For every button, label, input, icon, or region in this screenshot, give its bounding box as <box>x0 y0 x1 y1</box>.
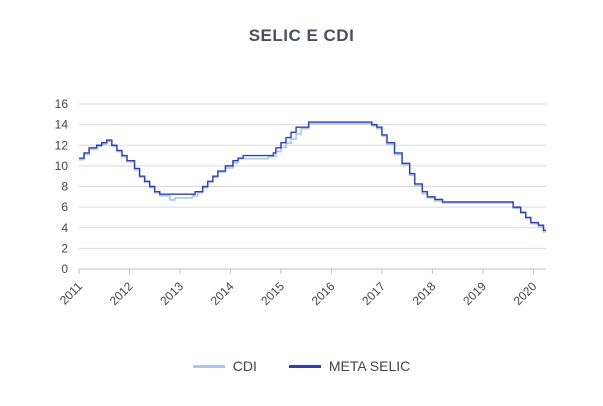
y-tick-label: 12 <box>55 138 69 152</box>
series-line-meta-selic <box>79 121 546 232</box>
x-tick-label: 2020 <box>511 279 540 308</box>
legend-item-cdi: CDI <box>192 358 257 374</box>
legend-swatch-meta-selic <box>288 364 321 368</box>
series-line-cdi <box>79 122 546 233</box>
legend-item-meta-selic: META SELIC <box>288 358 411 374</box>
x-tick-label: 2019 <box>460 279 489 308</box>
y-tick-label: 0 <box>61 262 68 276</box>
x-tick-label: 2013 <box>157 279 186 308</box>
y-tick-label: 6 <box>61 200 68 214</box>
chart-title: SELIC E CDI <box>248 26 355 45</box>
y-tick-label: 4 <box>61 221 68 235</box>
y-tick-label: 14 <box>55 118 69 132</box>
x-tick-label: 2016 <box>309 279 338 308</box>
y-tick-label: 16 <box>55 97 69 111</box>
legend-label-meta-selic: META SELIC <box>328 358 411 374</box>
x-tick-label: 2012 <box>107 279 136 308</box>
x-tick-label: 2011 <box>57 279 85 307</box>
legend-swatch-cdi <box>192 364 225 368</box>
x-tick-label: 2014 <box>208 279 237 308</box>
x-tick-label: 2015 <box>258 279 287 308</box>
y-tick-label: 8 <box>61 180 68 194</box>
legend-label-cdi: CDI <box>232 358 257 374</box>
y-tick-label: 2 <box>61 241 68 255</box>
y-tick-label: 10 <box>55 159 69 173</box>
x-tick-label: 2017 <box>359 279 388 308</box>
legend: CDI META SELIC <box>0 358 603 374</box>
x-tick-label: 2018 <box>410 279 439 308</box>
